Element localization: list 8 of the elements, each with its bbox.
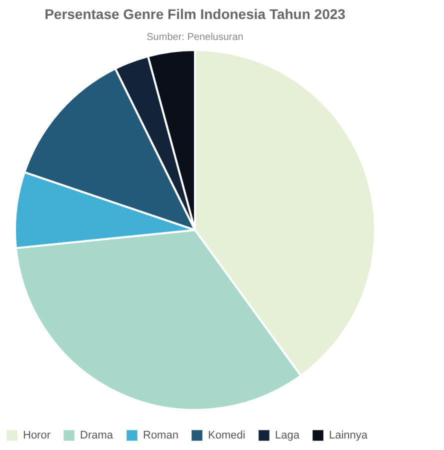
legend-label: Lainnya	[329, 429, 368, 442]
legend-label: Horor	[23, 429, 51, 442]
legend-label: Laga	[275, 429, 300, 442]
legend-label: Roman	[143, 429, 178, 442]
chart-title: Persentase Genre Film Indonesia Tahun 2023	[44, 6, 346, 22]
legend-label: Komedi	[208, 429, 246, 442]
legend-label: Drama	[80, 429, 114, 442]
chart-subtitle: Sumber: Penelusuran	[146, 32, 244, 43]
